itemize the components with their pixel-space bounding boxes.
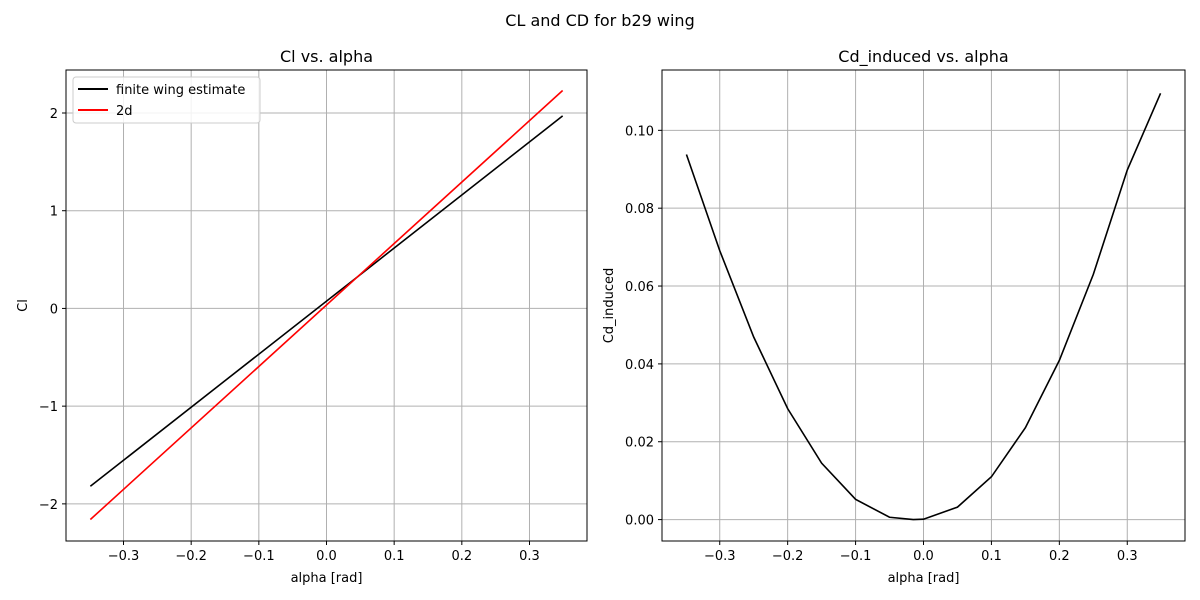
y-axis-label: Cd_induced [602, 268, 617, 344]
legend-label: 2d [116, 104, 133, 119]
x-axis-label: alpha [rad] [291, 571, 363, 586]
figure-title: CL and CD for b29 wing [505, 11, 694, 30]
chart-cd-induced-vs-alpha: −0.3 −0.2 −0.1 0.0 0.1 0.2 0.3 0.00 0.02 0.04 0.06… [602, 47, 1186, 586]
x-tick-label: −0.3 [108, 549, 140, 564]
x-tick-label: 0.3 [1117, 549, 1138, 564]
y-tick-label: −1 [39, 400, 58, 415]
x-tick-label: −0.2 [175, 549, 207, 564]
y-tick-label: 1 [50, 205, 58, 220]
x-tick-label: −0.1 [840, 549, 872, 564]
y-tick-label: 0.08 [625, 202, 654, 217]
y-tick-label: 0.02 [625, 436, 654, 451]
series-line-finite-wing-estimate [89, 115, 564, 487]
series-line-2d [89, 89, 564, 521]
y-tick-label: 0.10 [625, 124, 654, 139]
y-axis-label: Cl [16, 299, 31, 312]
x-tick-label: 0.1 [981, 549, 1002, 564]
legend-label: finite wing estimate [116, 83, 245, 98]
chart-cl-vs-alpha: −0.3 −0.2 −0.1 0.0 0.1 0.2 0.3 −2 −1 0 1 2 Cl vs. al… [16, 47, 588, 586]
chart-title: Cl vs. alpha [280, 47, 373, 66]
series-line-cd-induced [685, 93, 1162, 521]
y-tick-label: 2 [50, 107, 58, 122]
x-tick-label: 0.3 [519, 549, 540, 564]
x-tick-label: −0.3 [704, 549, 736, 564]
x-tick-label: 0.0 [316, 549, 337, 564]
y-tick-label: 0 [50, 302, 58, 317]
y-tick-label: 0.00 [625, 514, 654, 529]
x-tick-label: 0.2 [451, 549, 472, 564]
y-tick-label: 0.06 [625, 280, 654, 295]
x-axis-label: alpha [rad] [888, 571, 960, 586]
x-tick-label: 0.2 [1049, 549, 1070, 564]
y-tick-label: −2 [39, 498, 58, 513]
x-tick-label: −0.1 [243, 549, 275, 564]
legend-box [72, 76, 261, 124]
x-tick-label: 0.0 [913, 549, 934, 564]
x-tick-label: −0.2 [772, 549, 804, 564]
chart-title: Cd_induced vs. alpha [838, 47, 1008, 67]
x-tick-label: 0.1 [384, 549, 405, 564]
y-tick-label: 0.04 [625, 358, 654, 373]
